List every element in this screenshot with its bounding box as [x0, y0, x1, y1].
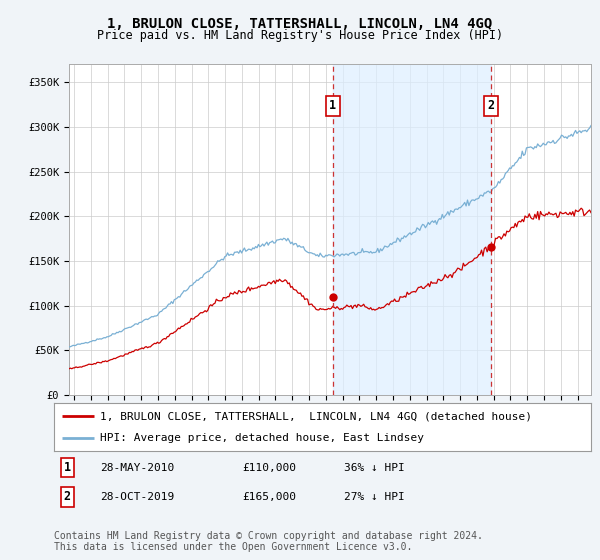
Text: HPI: Average price, detached house, East Lindsey: HPI: Average price, detached house, East… — [100, 433, 424, 443]
Text: 1: 1 — [329, 99, 336, 112]
Text: 36% ↓ HPI: 36% ↓ HPI — [344, 463, 405, 473]
Text: 27% ↓ HPI: 27% ↓ HPI — [344, 492, 405, 502]
Text: 1, BRULON CLOSE, TATTERSHALL, LINCOLN, LN4 4GQ: 1, BRULON CLOSE, TATTERSHALL, LINCOLN, L… — [107, 17, 493, 31]
Text: Contains HM Land Registry data © Crown copyright and database right 2024.
This d: Contains HM Land Registry data © Crown c… — [54, 531, 483, 553]
Text: 1, BRULON CLOSE, TATTERSHALL,  LINCOLN, LN4 4GQ (detached house): 1, BRULON CLOSE, TATTERSHALL, LINCOLN, L… — [100, 411, 532, 421]
Text: 1: 1 — [64, 461, 71, 474]
Text: 2: 2 — [64, 491, 71, 503]
Text: £110,000: £110,000 — [242, 463, 296, 473]
Text: 28-OCT-2019: 28-OCT-2019 — [100, 492, 174, 502]
Text: 28-MAY-2010: 28-MAY-2010 — [100, 463, 174, 473]
Text: 2: 2 — [487, 99, 494, 112]
Text: Price paid vs. HM Land Registry's House Price Index (HPI): Price paid vs. HM Land Registry's House … — [97, 29, 503, 42]
Text: £165,000: £165,000 — [242, 492, 296, 502]
Bar — [332, 64, 491, 395]
